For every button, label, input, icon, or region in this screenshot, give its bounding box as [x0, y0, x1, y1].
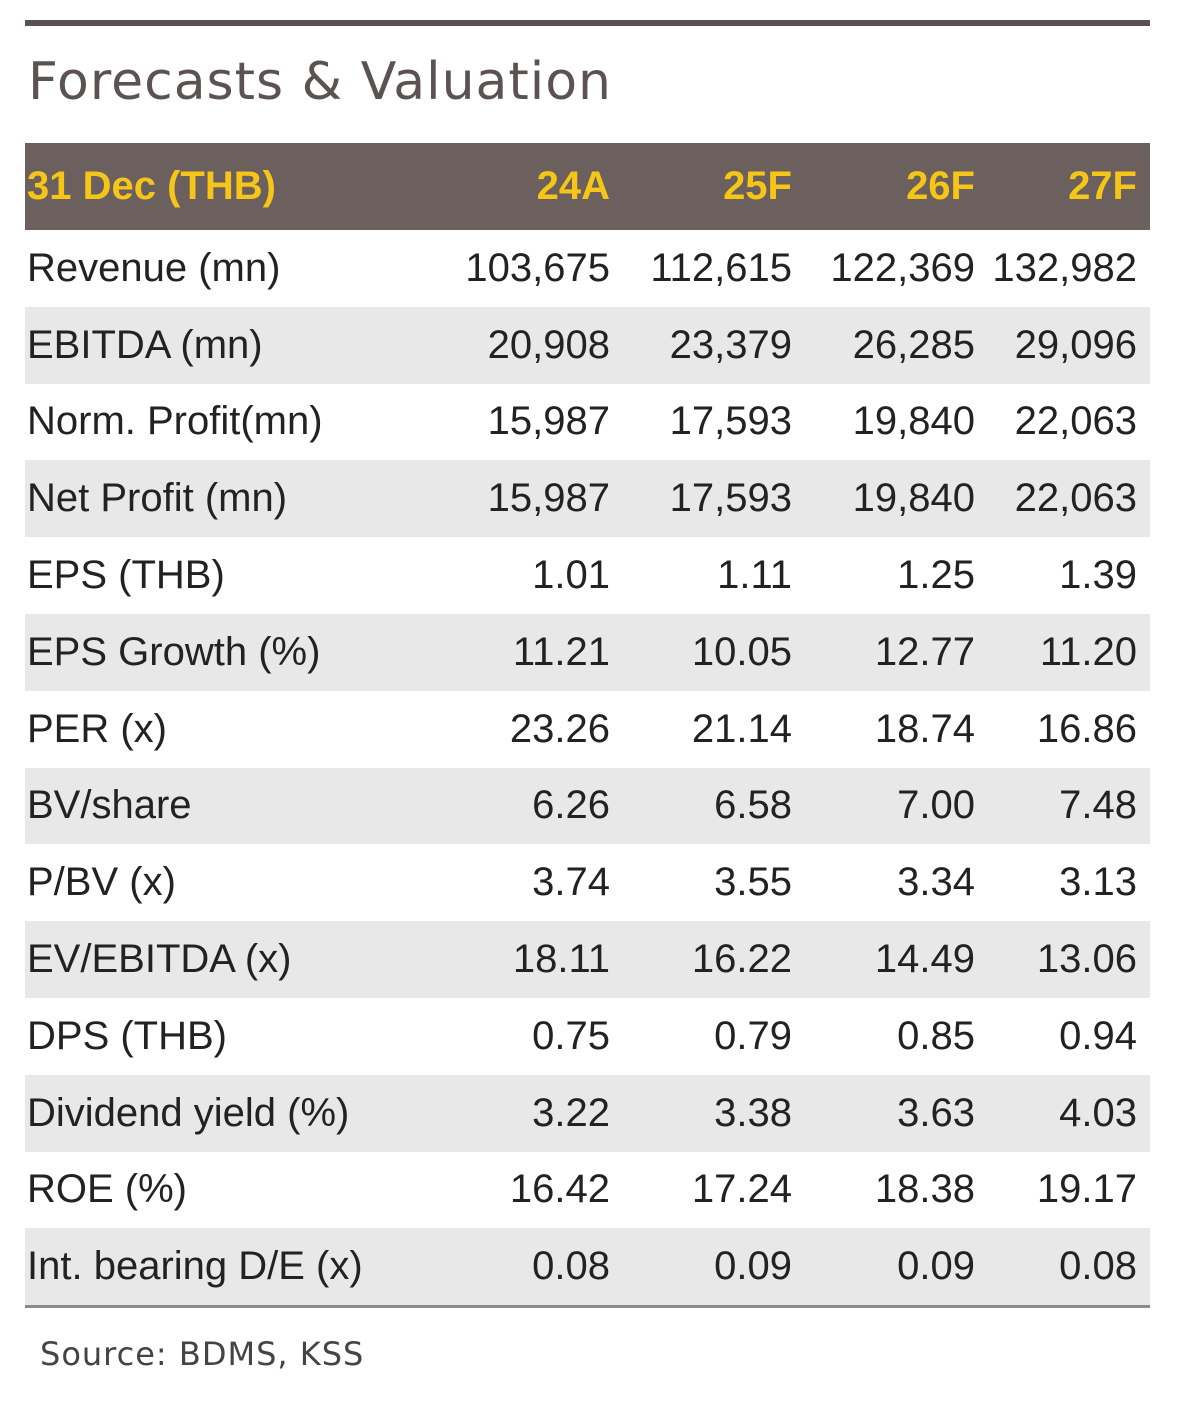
header-26f: 26F	[906, 164, 975, 208]
cell-value: 1.01	[532, 553, 610, 598]
row-label: Net Profit (mn)	[27, 476, 288, 521]
cell-value: 15,987	[487, 399, 610, 444]
cell-value: 26,285	[852, 322, 975, 367]
cell-value: 18.38	[874, 1167, 975, 1212]
bottom-rule	[25, 1305, 1150, 1309]
cell-value: 14.49	[874, 937, 975, 982]
table-row: EPS Growth (%) 11.21 10.05 12.77 11.20	[25, 613, 1150, 691]
header-24a: 24A	[536, 164, 610, 208]
cell-value: 17.24	[691, 1167, 792, 1212]
cell-value: 16.86	[1036, 706, 1137, 751]
table-row: Int. bearing D/E (x) 0.08 0.09 0.09 0.08	[25, 1228, 1150, 1306]
cell-value: 1.11	[717, 553, 792, 598]
cell-value: 1.25	[897, 553, 975, 598]
cell-value: 16.22	[691, 937, 792, 982]
table-row: EV/EBITDA (x) 18.11 16.22 14.49 13.06	[25, 921, 1150, 998]
cell-value: 3.34	[897, 860, 975, 905]
cell-value: 0.79	[714, 1013, 792, 1058]
row-label: Norm. Profit(mn)	[27, 399, 323, 444]
table-row: Revenue (mn) 103,675 112,615 122,369 132,982	[25, 230, 1150, 307]
cell-value: 0.85	[897, 1013, 975, 1058]
table-row: EPS (THB) 1.01 1.11 1.25 1.39	[25, 537, 1150, 614]
cell-value: 13.06	[1036, 937, 1137, 982]
cell-value: 23,379	[669, 322, 792, 367]
cell-value: 7.48	[1059, 783, 1137, 828]
cell-value: 19,840	[852, 399, 975, 444]
cell-value: 3.38	[714, 1090, 792, 1135]
cell-value: 15,987	[487, 476, 610, 521]
top-rule	[25, 20, 1150, 26]
table-row: Dividend yield (%) 3.22 3.38 3.63 4.03	[25, 1074, 1150, 1152]
row-label: PER (x)	[27, 706, 167, 751]
cell-value: 12.77	[874, 629, 975, 674]
cell-value: 23.26	[509, 706, 610, 751]
row-label: Revenue (mn)	[27, 245, 281, 290]
row-label: Int. bearing D/E (x)	[27, 1244, 363, 1289]
cell-value: 122,369	[830, 245, 975, 290]
header-27f: 27F	[1068, 164, 1137, 208]
table-row: Net Profit (mn) 15,987 17,593 19,840 22,063	[25, 460, 1150, 538]
cell-value: 0.09	[897, 1244, 975, 1289]
row-label: P/BV (x)	[27, 860, 176, 905]
cell-value: 112,615	[650, 245, 792, 290]
cell-value: 0.08	[1059, 1244, 1137, 1289]
cell-value: 0.75	[532, 1013, 610, 1058]
cell-value: 17,593	[669, 399, 792, 444]
cell-value: 6.26	[532, 783, 610, 828]
cell-value: 103,675	[465, 245, 610, 290]
cell-value: 29,096	[1014, 322, 1137, 367]
cell-value: 21.14	[691, 706, 792, 751]
cell-value: 0.94	[1059, 1013, 1137, 1058]
row-label: EBITDA (mn)	[27, 322, 263, 367]
row-label: DPS (THB)	[27, 1013, 227, 1058]
cell-value: 0.08	[532, 1244, 610, 1289]
cell-value: 0.09	[714, 1244, 792, 1289]
forecast-table: 31 Dec (THB) 24A 25F 26F 27F Revenue (mn…	[25, 143, 1150, 1309]
row-label: EPS Growth (%)	[27, 629, 321, 674]
cell-value: 3.22	[532, 1090, 610, 1135]
cell-value: 22,063	[1014, 476, 1137, 521]
row-label: BV/share	[27, 783, 192, 828]
cell-value: 132,982	[992, 245, 1137, 290]
cell-value: 18.11	[512, 937, 610, 982]
table-row: Norm. Profit(mn) 15,987 17,593 19,840 22,063	[25, 384, 1150, 461]
table-row: PER (x) 23.26 21.14 18.74 16.86	[25, 691, 1150, 768]
cell-value: 3.74	[532, 860, 610, 905]
table-row: BV/share 6.26 6.58 7.00 7.48	[25, 767, 1150, 845]
table-row: ROE (%) 16.42 17.24 18.38 19.17	[25, 1152, 1150, 1229]
cell-value: 11.21	[512, 629, 610, 674]
source-note: Source: BDMS, KSS	[40, 1335, 365, 1373]
cell-value: 11.20	[1039, 629, 1137, 674]
row-label: EV/EBITDA (x)	[27, 937, 292, 982]
cell-value: 22,063	[1014, 399, 1137, 444]
cell-value: 19,840	[852, 476, 975, 521]
cell-value: 3.63	[897, 1090, 975, 1135]
row-label: EPS (THB)	[27, 553, 225, 598]
cell-value: 6.58	[714, 783, 792, 828]
table-header: 31 Dec (THB) 24A 25F 26F 27F	[25, 143, 1150, 230]
table-row: P/BV (x) 3.74 3.55 3.34 3.13	[25, 844, 1150, 921]
cell-value: 18.74	[874, 706, 975, 751]
header-25f: 25F	[723, 164, 792, 208]
header-period: 31 Dec (THB)	[27, 164, 276, 208]
cell-value: 3.13	[1059, 860, 1137, 905]
cell-value: 17,593	[669, 476, 792, 521]
table-row: EBITDA (mn) 20,908 23,379 26,285 29,096	[25, 306, 1150, 384]
cell-value: 10.05	[691, 629, 792, 674]
cell-value: 16.42	[509, 1167, 610, 1212]
cell-value: 4.03	[1059, 1090, 1137, 1135]
cell-value: 3.55	[714, 860, 792, 905]
cell-value: 1.39	[1059, 553, 1137, 598]
cell-value: 20,908	[487, 322, 610, 367]
cell-value: 7.00	[897, 783, 975, 828]
section-title: Forecasts & Valuation	[28, 52, 613, 112]
cell-value: 19.17	[1036, 1167, 1137, 1212]
row-label: ROE (%)	[27, 1167, 187, 1212]
row-label: Dividend yield (%)	[27, 1090, 350, 1135]
table-row: DPS (THB) 0.75 0.79 0.85 0.94	[25, 998, 1150, 1075]
